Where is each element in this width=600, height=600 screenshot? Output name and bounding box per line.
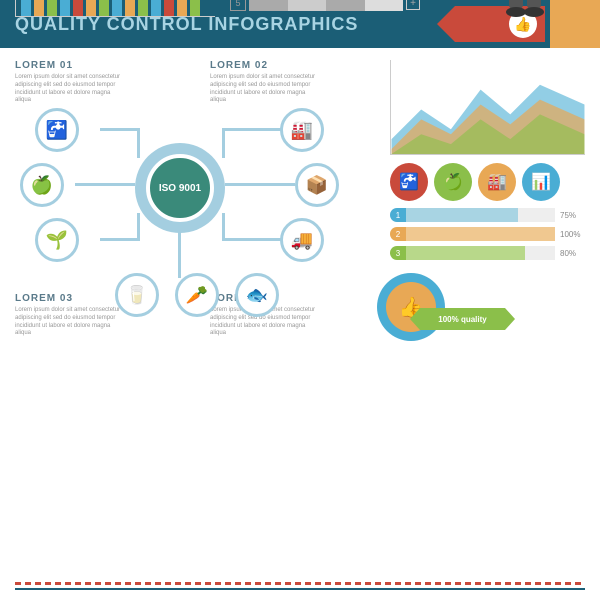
- truck-icon: 🚚: [280, 218, 324, 262]
- quality-ribbon: 100% quality: [420, 308, 505, 330]
- section-03-label: LOREM 03: [15, 293, 125, 304]
- fish-icon: 🐟: [235, 273, 279, 317]
- hbar-label: 100%: [560, 230, 585, 239]
- bar: [190, 0, 200, 16]
- footer-line: [15, 588, 585, 590]
- hbar-label: 75%: [560, 211, 585, 220]
- bar: [34, 0, 44, 16]
- connector: [100, 128, 140, 131]
- hbar-fill: [406, 246, 525, 260]
- iso-badge: ISO 9001: [135, 143, 225, 233]
- stacked-seg: [249, 0, 288, 11]
- plant-icon: 🌱: [35, 218, 79, 262]
- hbar-track: [406, 208, 555, 222]
- bar: [99, 0, 109, 16]
- connector: [222, 128, 282, 131]
- connector: [75, 183, 135, 186]
- section-03-text: Lorem ipsum dolor sit amet consectetur a…: [15, 307, 125, 338]
- bar: [125, 0, 135, 16]
- area-chart: [390, 60, 585, 155]
- factory-icon: 🏭: [280, 108, 324, 152]
- section-03: LOREM 03 Lorem ipsum dolor sit amet cons…: [15, 293, 125, 338]
- main-content: LOREM 01 Lorem ipsum dolor sit amet cons…: [0, 48, 600, 72]
- mini-circle-icon: 📊: [522, 163, 560, 201]
- milk-icon: 🥛: [115, 273, 159, 317]
- bar: [47, 0, 57, 16]
- hbar-track: [406, 246, 555, 260]
- hbar-fill: [406, 227, 555, 241]
- connector: [225, 183, 295, 186]
- stacked-num: 5: [230, 0, 246, 11]
- section-02-label: LOREM 02: [210, 60, 320, 71]
- section-01-label: LOREM 01: [15, 60, 125, 71]
- hbar-row: 2 100%: [390, 227, 585, 241]
- section-02-text: Lorem ipsum dolor sit amet consectetur a…: [210, 74, 320, 105]
- mini-circles: 🚰🍏🏭📊: [390, 163, 585, 201]
- stacked-seg: [326, 0, 365, 11]
- bar: [73, 0, 83, 16]
- section-01: LOREM 01 Lorem ipsum dolor sit amet cons…: [15, 60, 125, 105]
- mini-circle-icon: 🚰: [390, 163, 428, 201]
- plus-icon: +: [406, 0, 420, 10]
- section-01-text: Lorem ipsum dolor sit amet consectetur a…: [15, 74, 125, 105]
- horizontal-bars: 1 75% 2 100% 3 80%: [390, 208, 585, 265]
- stacked-seg: [288, 0, 327, 11]
- connector: [222, 213, 225, 241]
- connector: [137, 128, 140, 158]
- section-02: LOREM 02 Lorem ipsum dolor sit amet cons…: [210, 60, 320, 105]
- worker-illustration: [465, 0, 585, 17]
- vegetable-icon: 🥕: [175, 273, 219, 317]
- hbar-row: 1 75%: [390, 208, 585, 222]
- connector: [137, 213, 140, 241]
- bar: [21, 0, 31, 16]
- hbar-label: 80%: [560, 249, 585, 258]
- bar-chart: IPSUMIPSUMIPSUM: [15, 0, 215, 17]
- connector: [222, 128, 225, 158]
- mini-circle-icon: 🍏: [434, 163, 472, 201]
- bar: [164, 0, 174, 16]
- hbar-num: 2: [390, 227, 406, 241]
- hbar-track: [406, 227, 555, 241]
- connector: [222, 238, 282, 241]
- footer-dots: [15, 582, 585, 585]
- stacked-row: 5+: [230, 0, 420, 11]
- iso-badge-label: ISO 9001: [146, 154, 214, 222]
- bar: [86, 0, 96, 16]
- hbar-num: 1: [390, 208, 406, 222]
- bar: [138, 0, 148, 16]
- hbar-num: 3: [390, 246, 406, 260]
- box-icon: 📦: [295, 163, 339, 207]
- bar: [151, 0, 161, 16]
- hbar-fill: [406, 208, 518, 222]
- stacked-bar: [249, 0, 403, 11]
- connector: [100, 238, 140, 241]
- stacked-seg: [365, 0, 404, 11]
- mini-circle-icon: 🏭: [478, 163, 516, 201]
- water-icon: 🚰: [35, 108, 79, 152]
- bar: [177, 0, 187, 16]
- hbar-row: 3 80%: [390, 246, 585, 260]
- stacked-bars: 1+2+3+4+5+: [230, 0, 420, 17]
- bar: [60, 0, 70, 16]
- bar: [112, 0, 122, 16]
- quality-badge: 👍: [377, 273, 445, 341]
- connector: [178, 228, 181, 278]
- apple-icon: 🍏: [20, 163, 64, 207]
